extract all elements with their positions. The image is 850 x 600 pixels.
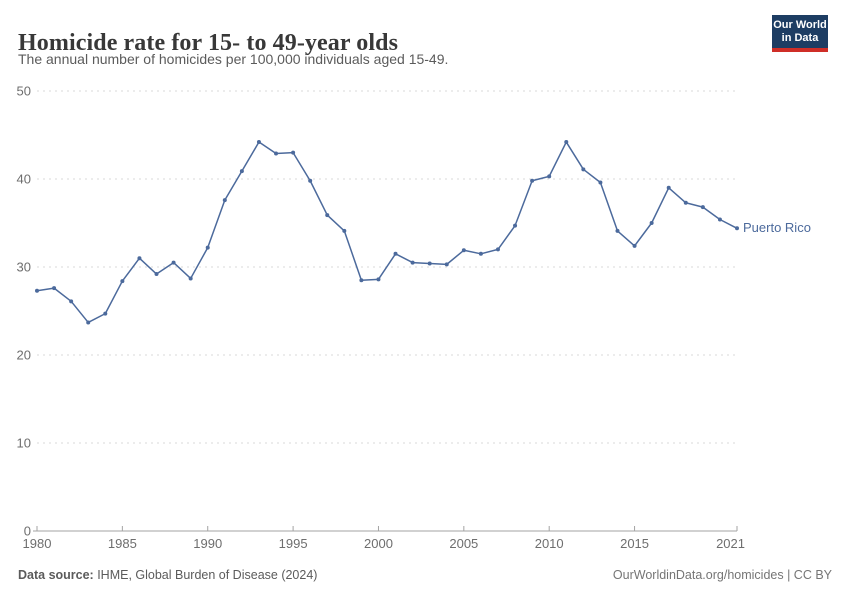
data-point[interactable]: [666, 185, 671, 190]
data-source-label: Data source:: [18, 568, 94, 582]
data-point[interactable]: [530, 178, 535, 183]
data-source-note: Data source: IHME, Global Burden of Dise…: [18, 568, 317, 582]
data-point[interactable]: [325, 213, 330, 218]
y-tick-label: 30: [17, 260, 31, 275]
owid-logo: Our World in Data: [772, 15, 828, 52]
x-tick-label: 2005: [449, 536, 478, 551]
y-tick-label: 0: [24, 524, 31, 539]
data-point[interactable]: [35, 288, 39, 293]
data-point[interactable]: [222, 198, 227, 203]
y-tick-label: 10: [17, 436, 31, 451]
data-point[interactable]: [700, 205, 705, 210]
data-point[interactable]: [632, 243, 637, 248]
x-tick-label: 1990: [193, 536, 222, 551]
chart-footer: Data source: IHME, Global Burden of Dise…: [18, 568, 832, 582]
data-point[interactable]: [274, 151, 279, 156]
data-point[interactable]: [615, 228, 620, 233]
data-point[interactable]: [69, 299, 74, 304]
data-point[interactable]: [171, 260, 176, 265]
data-point[interactable]: [598, 180, 603, 185]
data-point[interactable]: [205, 245, 210, 250]
data-point[interactable]: [359, 278, 364, 283]
data-point[interactable]: [256, 140, 261, 145]
y-tick-label: 50: [17, 84, 31, 99]
data-point[interactable]: [154, 272, 159, 277]
data-point[interactable]: [461, 248, 466, 253]
data-point[interactable]: [291, 150, 296, 155]
page-title: Homicide rate for 15- to 49-year olds: [18, 30, 399, 57]
data-point[interactable]: [103, 311, 108, 316]
data-point[interactable]: [513, 223, 518, 228]
data-point[interactable]: [239, 169, 244, 174]
data-point[interactable]: [564, 140, 569, 145]
y-tick-label: 40: [17, 172, 31, 187]
x-tick-label: 2015: [620, 536, 649, 551]
owid-logo-accent-bar: [772, 48, 828, 52]
x-tick-label: 2021: [716, 536, 745, 551]
data-point[interactable]: [188, 276, 193, 281]
data-point[interactable]: [137, 256, 142, 261]
data-point[interactable]: [52, 286, 57, 291]
y-tick-label: 20: [17, 348, 31, 363]
data-point[interactable]: [444, 262, 449, 267]
x-tick-label: 2010: [535, 536, 564, 551]
data-point[interactable]: [86, 320, 91, 325]
owid-logo-line1: Our World: [773, 18, 827, 31]
x-tick-label: 1985: [108, 536, 137, 551]
series-label-puerto-rico[interactable]: Puerto Rico: [743, 220, 811, 236]
attribution-link[interactable]: OurWorldinData.org/homicides | CC BY: [612, 568, 832, 582]
data-point[interactable]: [581, 167, 586, 172]
data-point[interactable]: [735, 226, 739, 231]
data-point[interactable]: [120, 279, 125, 284]
data-point[interactable]: [427, 261, 432, 266]
data-point[interactable]: [410, 260, 415, 265]
data-point[interactable]: [308, 178, 313, 183]
x-tick-label: 2000: [364, 536, 393, 551]
data-source-text: IHME, Global Burden of Disease (2024): [93, 568, 318, 582]
data-point[interactable]: [717, 217, 722, 222]
data-point[interactable]: [478, 251, 483, 256]
x-tick-label: 1980: [23, 536, 52, 551]
x-tick-label: 1995: [279, 536, 308, 551]
owid-logo-box: Our World in Data: [772, 15, 828, 48]
data-point[interactable]: [547, 174, 552, 179]
data-point[interactable]: [495, 247, 500, 252]
data-point[interactable]: [393, 251, 398, 256]
chart-subtitle: The annual number of homicides per 100,0…: [18, 51, 449, 67]
owid-logo-line2: in Data: [781, 31, 819, 44]
data-point[interactable]: [342, 228, 347, 233]
data-point[interactable]: [376, 277, 381, 282]
data-line[interactable]: [36, 141, 738, 324]
data-point[interactable]: [683, 200, 688, 205]
data-point[interactable]: [649, 221, 654, 225]
